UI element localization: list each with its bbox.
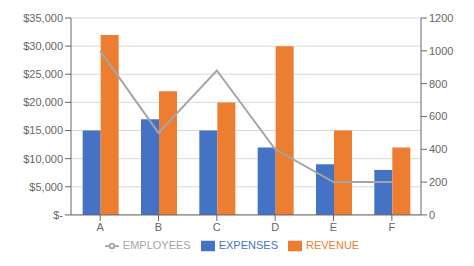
svg-text:1000: 1000 <box>429 45 453 57</box>
svg-text:A: A <box>96 221 104 233</box>
html-text:EMPLOYEES: EMPLOYEES <box>122 238 191 251</box>
svg-text:$25,000: $25,000 <box>23 68 63 80</box>
svg-text:400: 400 <box>429 143 447 155</box>
svg-text:$-: $- <box>53 209 63 221</box>
svg-text:$30,000: $30,000 <box>23 40 63 52</box>
svg-text:1200: 1200 <box>429 12 453 24</box>
svg-text:B: B <box>155 221 162 233</box>
svg-text:$10,000: $10,000 <box>23 153 63 165</box>
svg-text:200: 200 <box>429 176 447 188</box>
html-text:REVENUE: REVENUE <box>306 238 360 251</box>
svg-text:E: E <box>330 221 337 233</box>
svg-text:$35,000: $35,000 <box>23 12 63 24</box>
svg-text:C: C <box>213 221 221 233</box>
svg-text:F: F <box>388 221 395 233</box>
svg-text:$15,000: $15,000 <box>23 124 63 136</box>
svg-text:D: D <box>271 221 279 233</box>
svg-text:600: 600 <box>429 110 447 122</box>
svg-text:0: 0 <box>429 209 435 221</box>
svg-text:$20,000: $20,000 <box>23 96 63 108</box>
svg-text:800: 800 <box>429 78 447 90</box>
html-text:EXPENSES: EXPENSES <box>218 238 278 251</box>
svg-text:$5,000: $5,000 <box>29 181 63 193</box>
